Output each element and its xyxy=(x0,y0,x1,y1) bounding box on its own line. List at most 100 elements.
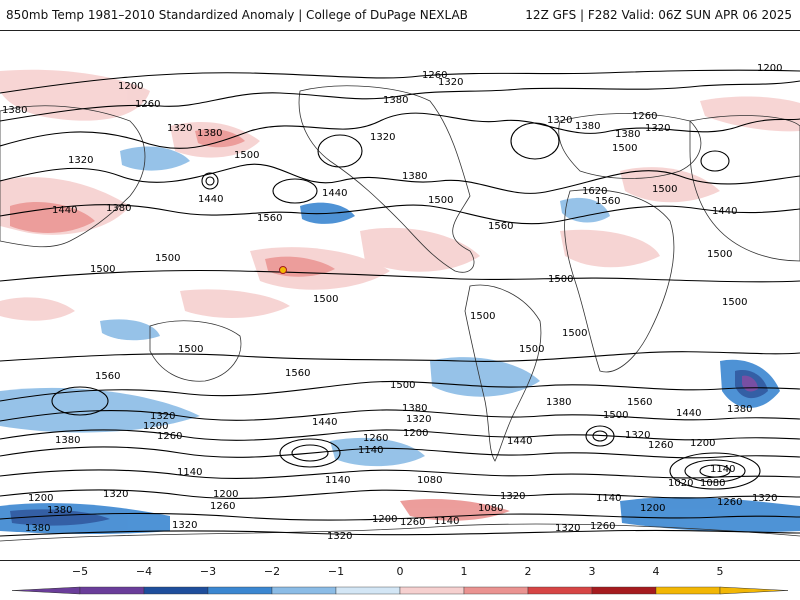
coastlines xyxy=(0,85,800,542)
warm-anomaly-patch xyxy=(0,69,150,121)
contour-label: 1500 xyxy=(707,249,732,260)
contour-label: 1620 xyxy=(582,186,607,197)
anomaly-shading xyxy=(0,69,800,535)
contour-label: 1260 xyxy=(648,440,673,451)
contour-label: 1200 xyxy=(640,503,665,514)
contour-label: 1200 xyxy=(403,428,428,439)
colorbar-segment xyxy=(527,586,593,595)
colorbar-min-arrow xyxy=(11,586,81,595)
contour-label: 1380 xyxy=(727,404,752,415)
contour-label: 1200 xyxy=(28,493,53,504)
contour-label: 1500 xyxy=(722,297,747,308)
contour-line xyxy=(0,429,800,441)
contour-label: 1380 xyxy=(402,403,427,414)
colorbar-tick-label: 0 xyxy=(396,565,404,578)
warm-anomaly-patch xyxy=(560,229,660,268)
contour-label: 1560 xyxy=(488,221,513,232)
asia-outline xyxy=(689,115,800,262)
contour-label: 1200 xyxy=(372,514,397,525)
contour-label: 1200 xyxy=(118,81,143,92)
contour-label: 1260 xyxy=(157,431,182,442)
contour-label: 1140 xyxy=(358,445,383,456)
contour-line xyxy=(0,80,800,122)
colorbar-tick-label: −1 xyxy=(327,565,345,578)
contour-label: 1140 xyxy=(596,493,621,504)
contour-label: 1020 xyxy=(668,478,693,489)
contour-label: 1320 xyxy=(547,115,572,126)
contour-label: 1320 xyxy=(555,523,580,534)
contour-label: 1200 xyxy=(757,63,782,74)
contour-label: 1440 xyxy=(712,206,737,217)
contour-label: 1140 xyxy=(710,464,735,475)
contour-line xyxy=(0,69,800,94)
contour-label: 1080 xyxy=(478,503,503,514)
contour-label: 1320 xyxy=(370,132,395,143)
location-marker xyxy=(279,266,287,274)
contour-label: 1260 xyxy=(632,111,657,122)
anomaly-map: 1380 1200 1260 1320 1320 1440 1380 1380 … xyxy=(0,63,800,542)
warm-anomaly-patch xyxy=(180,289,290,318)
contour-label: 1380 xyxy=(25,523,50,534)
contour-label: 1260 xyxy=(363,433,388,444)
warm-anomaly-patch xyxy=(360,227,480,272)
contour-label: 1560 xyxy=(285,368,310,379)
contour-label: 1380 xyxy=(47,505,72,516)
contour-label: 1140 xyxy=(325,475,350,486)
contour-line xyxy=(0,351,800,362)
colorbar-tick-label: −3 xyxy=(199,565,217,578)
contour-line xyxy=(0,529,800,537)
colorbar-segment xyxy=(207,586,273,595)
contour-line xyxy=(0,512,800,521)
contour-label: 1440 xyxy=(52,205,77,216)
cool-anomaly-patch xyxy=(560,197,610,223)
contour-label: 1560 xyxy=(257,213,282,224)
contour-label: 1320 xyxy=(438,77,463,88)
asia-west-outline xyxy=(0,105,146,248)
colorbar-tick-label: 3 xyxy=(588,565,596,578)
contour-label: 1380 xyxy=(55,435,80,446)
contour-label: 1380 xyxy=(546,397,571,408)
warm-anomaly-patch xyxy=(620,167,720,203)
closed-high xyxy=(700,150,730,172)
colorbar-tick-label: −5 xyxy=(71,565,89,578)
closed-low xyxy=(684,459,746,483)
cool-anomaly-patch xyxy=(430,357,540,397)
contour-label: 1200 xyxy=(143,421,168,432)
contour-label: 1080 xyxy=(417,475,442,486)
europe-outline xyxy=(558,113,702,179)
colorbar-segment xyxy=(79,586,145,595)
closed-low xyxy=(699,464,731,478)
colorbar-tick-label: 4 xyxy=(652,565,660,578)
colorbar-strip xyxy=(11,586,789,595)
warm-anomaly-patch xyxy=(10,201,95,233)
closed-low xyxy=(291,444,329,462)
contour-line xyxy=(0,380,800,402)
contour-label: 1260 xyxy=(590,521,615,532)
contour-line xyxy=(0,489,800,499)
contour-label: 1560 xyxy=(95,371,120,382)
closed-low xyxy=(592,430,608,442)
contour-label: 1560 xyxy=(595,196,620,207)
contour-label: 1320 xyxy=(406,414,431,425)
contour-label: 1320 xyxy=(103,489,128,500)
warm-anomaly-patch xyxy=(195,129,245,148)
contour-line xyxy=(0,112,800,149)
colorbar-tick-label: 5 xyxy=(716,565,724,578)
closed-low xyxy=(205,176,215,186)
contour-label: 1500 xyxy=(390,380,415,391)
cool-anomaly-patch xyxy=(10,509,110,526)
contour-label: 1380 xyxy=(402,171,427,182)
contour-line xyxy=(0,409,800,422)
contour-label: 1320 xyxy=(150,411,175,422)
contour-label: 1320 xyxy=(167,123,192,134)
colorbar-segment xyxy=(591,586,657,595)
contour-label: 1320 xyxy=(68,155,93,166)
contour-label: 1500 xyxy=(519,344,544,355)
contour-label: 1380 xyxy=(575,121,600,132)
contour-label: 1500 xyxy=(155,253,180,264)
contour-line xyxy=(0,269,800,283)
colorbar-segment xyxy=(335,586,401,595)
colorbar-tick-label: −2 xyxy=(263,565,281,578)
contour-label: 1260 xyxy=(135,99,160,110)
contour-label: 1560 xyxy=(627,397,652,408)
